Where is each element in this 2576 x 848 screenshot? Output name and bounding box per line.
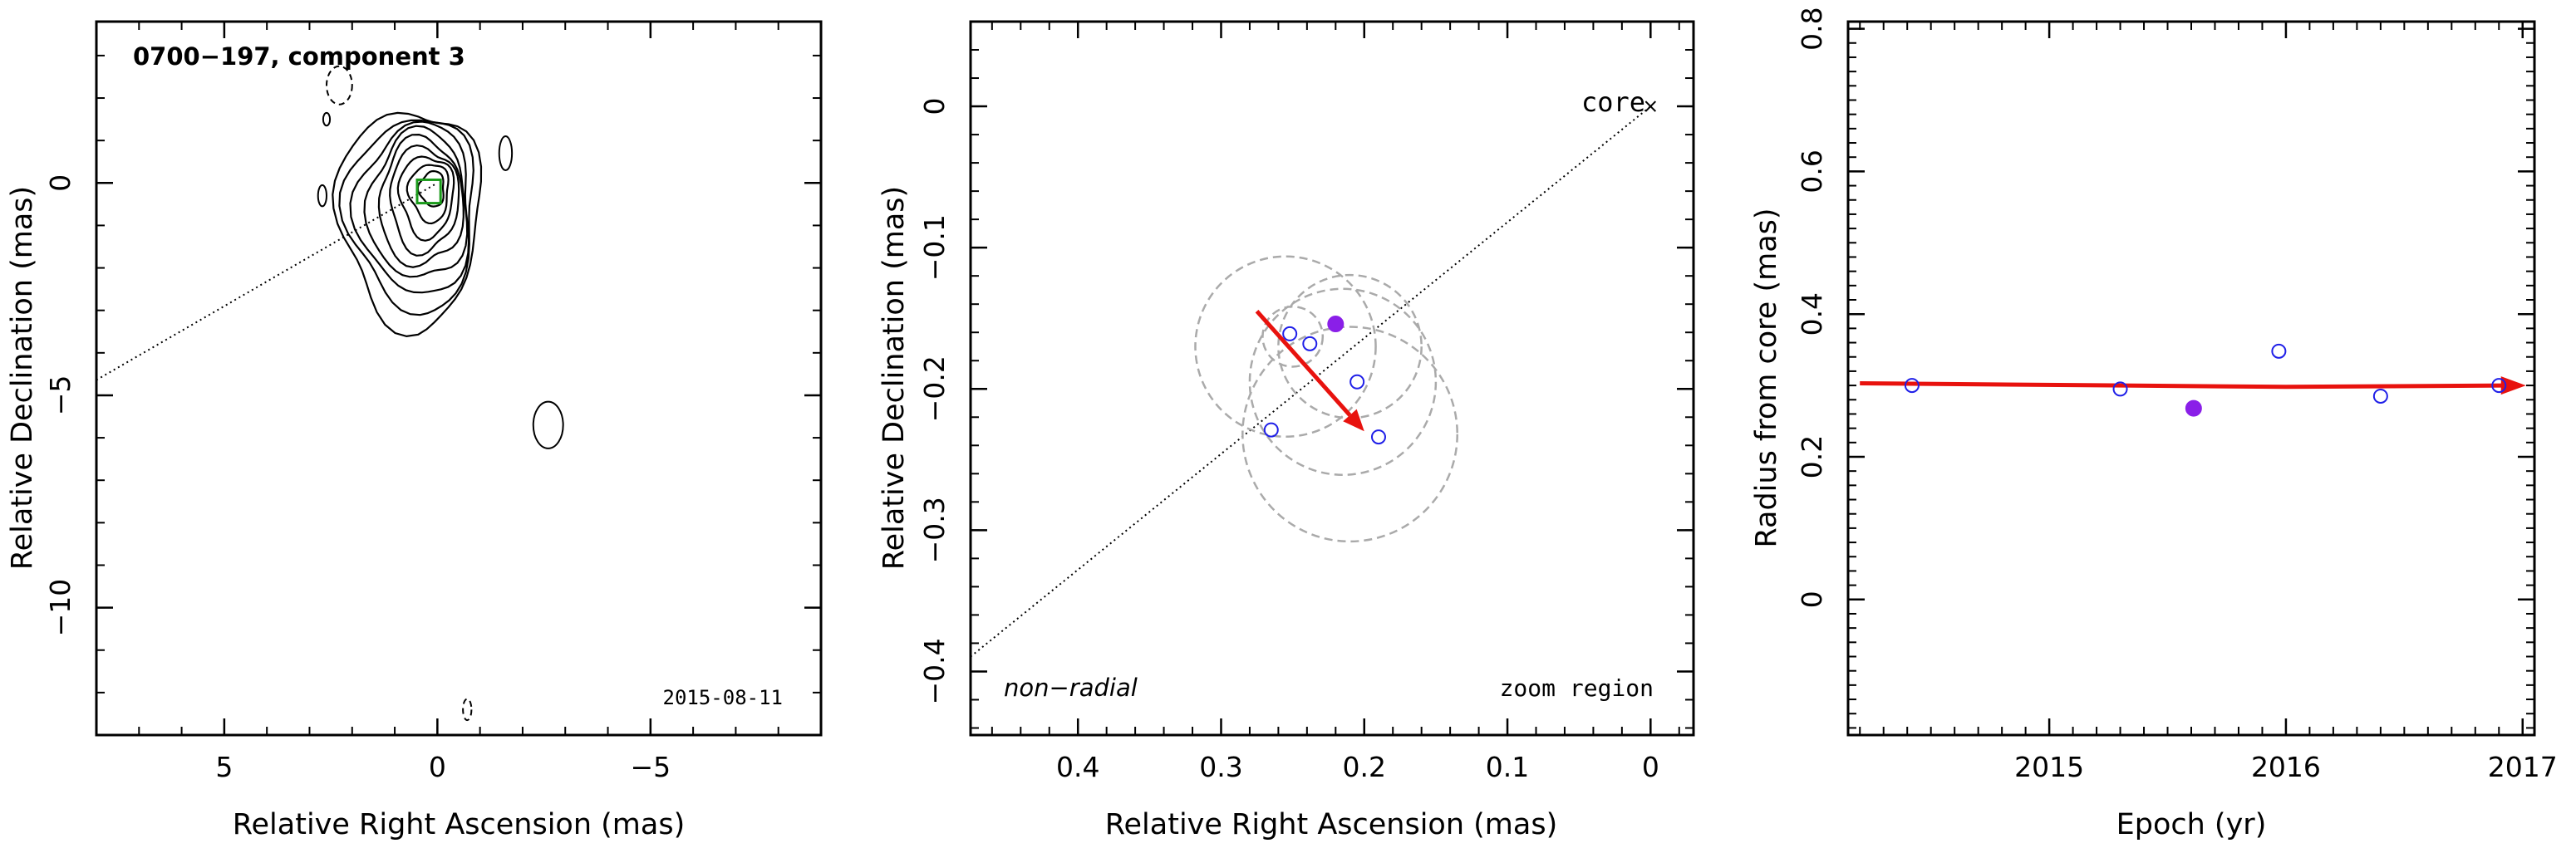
epoch-point bbox=[2491, 378, 2507, 394]
zoom-ylabel: Relative Declination (mas) bbox=[878, 186, 911, 570]
non-radial-label: non−radial bbox=[1004, 674, 1138, 702]
contour-ylabel: Relative Declination (mas) bbox=[6, 186, 39, 570]
contour-level bbox=[389, 144, 460, 257]
epoch-point bbox=[1349, 374, 1365, 390]
epoch-point bbox=[1904, 378, 1920, 394]
x-tick-label: 0.1 bbox=[1486, 751, 1529, 783]
radius-ylabel: Radius from core (mas) bbox=[1750, 208, 1783, 547]
negative-contour bbox=[325, 65, 353, 105]
fit-arrow bbox=[1860, 381, 2505, 390]
contour-level bbox=[396, 155, 455, 242]
x-tick-label: 0 bbox=[1642, 751, 1659, 783]
y-tick-label: −0.2 bbox=[918, 355, 951, 422]
radius-xlabel: Epoch (yr) bbox=[2116, 808, 2267, 841]
contour-island bbox=[317, 184, 327, 208]
zoom-xlabel: Relative Right Ascension (mas) bbox=[1105, 808, 1557, 841]
x-tick-label: 2017 bbox=[2488, 751, 2558, 783]
y-tick-label: 0 bbox=[918, 98, 951, 115]
contour-level bbox=[332, 111, 483, 338]
contour-panel-frame bbox=[95, 20, 823, 737]
y-tick-label: −5 bbox=[44, 375, 76, 416]
y-tick-label: 0 bbox=[44, 174, 76, 192]
contour-island bbox=[322, 111, 332, 127]
y-tick-label: 0.4 bbox=[1796, 292, 1828, 336]
radius-panel-frame bbox=[1846, 20, 2536, 737]
core-label: core bbox=[1581, 86, 1645, 118]
epoch-point bbox=[1282, 326, 1298, 341]
epoch-point bbox=[1302, 336, 1318, 351]
contour-island bbox=[498, 135, 514, 171]
x-tick-label: 5 bbox=[215, 751, 233, 783]
y-tick-label: −0.3 bbox=[918, 497, 951, 563]
negative-contour bbox=[462, 698, 473, 722]
x-tick-label: 0.2 bbox=[1343, 751, 1386, 783]
contour-island bbox=[532, 400, 564, 449]
uncertainty-circle bbox=[1241, 326, 1458, 543]
zoom-panel-frame bbox=[969, 20, 1695, 737]
contour-title: 0700−197, component 3 bbox=[133, 42, 465, 71]
x-tick-label: 2016 bbox=[2251, 751, 2321, 783]
contour-date: 2015-08-11 bbox=[663, 686, 784, 709]
filled-epoch-point bbox=[2185, 399, 2202, 417]
radius-panel: 2015 2016 2017 0 0.2 0.4 0.6 0.8 Epoch (yr) Rad… bbox=[1750, 7, 2558, 841]
motion-arrowhead bbox=[1343, 409, 1364, 432]
contour-level bbox=[363, 125, 469, 278]
contour-panel: 5 0 −5 0 −5 −10 0700−197, component 3 2015-08… bbox=[6, 20, 823, 841]
y-tick-label: 0 bbox=[1796, 591, 1828, 608]
epoch-point bbox=[2112, 381, 2128, 397]
contour-level bbox=[406, 164, 450, 225]
epoch-point bbox=[2271, 343, 2287, 359]
epoch-point bbox=[2372, 388, 2388, 404]
epoch-point bbox=[1263, 422, 1279, 438]
y-tick-label: −10 bbox=[44, 579, 76, 637]
core-direction-line bbox=[970, 105, 1651, 658]
uncertainty-circle bbox=[1194, 255, 1377, 439]
contour-xlabel: Relative Right Ascension (mas) bbox=[233, 808, 685, 841]
y-tick-label: 0.2 bbox=[1796, 435, 1828, 478]
motion-arrow bbox=[1255, 310, 1352, 417]
component-box bbox=[415, 178, 442, 205]
y-tick-label: −0.1 bbox=[918, 214, 951, 281]
zoom-panel: 0.4 0.3 0.2 0.1 0 0 −0.1 −0.2 −0.3 −0.4 core non−… bbox=[878, 20, 1695, 841]
y-tick-label: 0.8 bbox=[1796, 7, 1828, 50]
uncertainty-circle bbox=[1277, 273, 1423, 419]
filled-epoch-point bbox=[1327, 316, 1345, 333]
contour-level bbox=[377, 133, 465, 268]
epoch-point bbox=[1370, 429, 1386, 445]
uncertainty-circle bbox=[1261, 305, 1325, 368]
y-tick-label: −0.4 bbox=[918, 638, 951, 704]
uncertainty-circle bbox=[1248, 287, 1438, 476]
x-tick-label: 0 bbox=[429, 751, 446, 783]
contour-level bbox=[338, 119, 474, 316]
zoom-region-label: zoom region bbox=[1500, 674, 1654, 702]
y-tick-label: 0.6 bbox=[1796, 150, 1828, 193]
x-tick-label: −5 bbox=[630, 751, 671, 783]
x-tick-label: 0.3 bbox=[1199, 751, 1242, 783]
fit-arrowhead bbox=[2500, 376, 2526, 395]
x-tick-label: 0.4 bbox=[1056, 751, 1099, 783]
x-tick-label: 2015 bbox=[2014, 751, 2084, 783]
core-marker bbox=[1644, 100, 1657, 112]
core-direction-line bbox=[96, 182, 438, 381]
